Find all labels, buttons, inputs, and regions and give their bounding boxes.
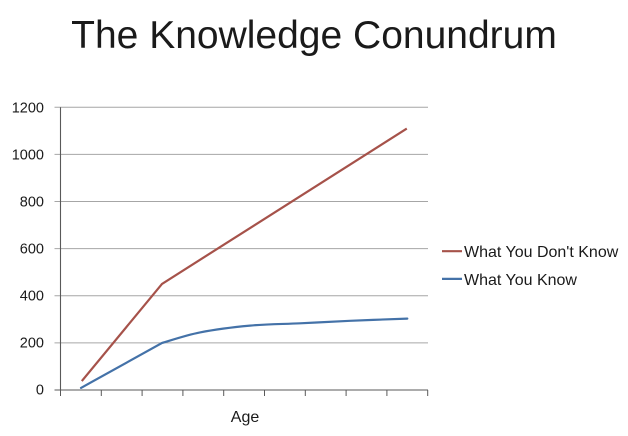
svg-text:Age: Age (231, 409, 260, 426)
svg-text:600: 600 (20, 242, 44, 258)
svg-text:200: 200 (20, 336, 44, 352)
svg-text:What You Know: What You Know (464, 272, 577, 289)
svg-text:800: 800 (20, 195, 44, 211)
svg-text:What You Don't Know: What You Don't Know (464, 244, 619, 261)
svg-text:1200: 1200 (12, 101, 44, 117)
svg-text:0: 0 (36, 383, 44, 399)
svg-text:400: 400 (20, 289, 44, 305)
svg-text:1000: 1000 (12, 148, 44, 164)
